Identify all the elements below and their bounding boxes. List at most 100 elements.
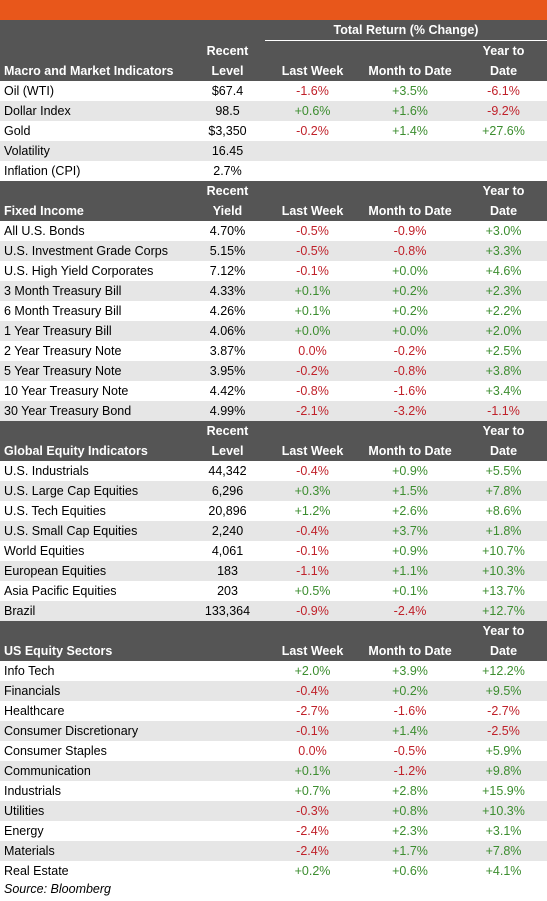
last-week-return: -0.4% xyxy=(265,521,360,541)
table-row: Real Estate +0.2% +0.6% +4.1% xyxy=(0,861,547,881)
level-label-top: Recent xyxy=(190,421,265,441)
year-to-date-return: +3.4% xyxy=(485,384,522,398)
year-to-date-return: +5.5% xyxy=(485,464,522,478)
last-week-return: +0.2% xyxy=(294,864,331,878)
year-to-date-return: -9.2% xyxy=(460,101,547,121)
section-header-row: Recent Year to xyxy=(0,40,547,61)
month-to-date-return: -1.6% xyxy=(393,704,427,718)
year-to-date-return xyxy=(460,141,547,161)
month-to-date-return: -0.2% xyxy=(393,344,427,358)
year-to-date-return: +10.3% xyxy=(460,801,547,821)
last-week-return: -0.1% xyxy=(296,544,329,558)
year-to-date-return: +27.6% xyxy=(482,124,525,138)
ytd-label-bottom: Date xyxy=(460,641,547,661)
table-row: Consumer Discretionary -0.1% +1.4% -2.5% xyxy=(0,721,547,741)
recent-value xyxy=(190,741,265,761)
indicator-name: Inflation (CPI) xyxy=(4,164,81,178)
section-header-row: Total Return (% Change) xyxy=(0,20,547,41)
indicator-name: Real Estate xyxy=(4,864,69,878)
last-week-return: -2.1% xyxy=(265,401,360,421)
month-to-date-return: -0.5% xyxy=(393,744,427,758)
last-week-return: -2.4% xyxy=(265,841,360,861)
indicator-name: Oil (WTI) xyxy=(4,84,54,98)
indicator-name: Healthcare xyxy=(4,704,65,718)
last-week-return: +0.5% xyxy=(294,584,331,598)
col-last-week: Last Week xyxy=(265,641,360,661)
level-label-top: Recent xyxy=(190,40,265,61)
indicator-name: Industrials xyxy=(4,784,61,798)
section-header-row: Recent Year to xyxy=(0,181,547,201)
indicator-name: Utilities xyxy=(0,801,190,821)
month-to-date-return: +1.4% xyxy=(392,124,428,138)
indicator-name: Consumer Staples xyxy=(4,744,107,758)
indicator-name: Communication xyxy=(0,761,190,781)
last-week-spacer xyxy=(265,421,360,441)
table-row: Volatility 16.45 xyxy=(0,141,547,161)
indicator-name: U.S. High Yield Corporates xyxy=(4,264,154,278)
section-header-spacer xyxy=(0,20,190,41)
recent-value: 203 xyxy=(217,584,238,598)
table-row: Brazil 133,364 -0.9% -2.4% +12.7% xyxy=(0,601,547,621)
recent-value xyxy=(190,821,265,841)
year-to-date-return: +12.2% xyxy=(482,664,525,678)
year-to-date-return: -6.1% xyxy=(487,84,520,98)
recent-value xyxy=(190,761,265,781)
year-to-date-return: +7.8% xyxy=(460,841,547,861)
section-column-headers: Global Equity Indicators Level Last Week Mo… xyxy=(0,441,547,461)
year-to-date-return: +10.3% xyxy=(460,561,547,581)
indicator-name: U.S. Small Cap Equities xyxy=(0,521,190,541)
level-label-spacer xyxy=(190,20,265,41)
year-to-date-return: +9.5% xyxy=(460,681,547,701)
section-header-spacer xyxy=(0,421,190,441)
month-to-date-return: +0.2% xyxy=(360,281,460,301)
table-row: 30 Year Treasury Bond 4.99% -2.1% -3.2% -1.1… xyxy=(0,401,547,421)
col-last-week: Last Week xyxy=(265,201,360,221)
section-header-row: Year to xyxy=(0,621,547,641)
month-to-date-return: +0.0% xyxy=(392,264,428,278)
year-to-date-return: +4.6% xyxy=(485,264,522,278)
month-to-date-return: +1.6% xyxy=(360,101,460,121)
recent-value: 98.5 xyxy=(190,101,265,121)
indicator-name: All U.S. Bonds xyxy=(4,224,85,238)
source-note: Source: Bloomberg xyxy=(4,882,112,896)
month-to-date-return: +2.6% xyxy=(392,504,428,518)
indicator-name: World Equities xyxy=(4,544,85,558)
recent-value: 4.33% xyxy=(190,281,265,301)
last-week-spacer xyxy=(265,621,360,641)
level-label-bottom xyxy=(190,641,265,661)
table-row: U.S. Tech Equities 20,896 +1.2% +2.6% +8.6% xyxy=(0,501,547,521)
indicator-name: U.S. Large Cap Equities xyxy=(0,481,190,501)
year-to-date-return: +3.1% xyxy=(485,824,522,838)
indicator-name: 6 Month Treasury Bill xyxy=(4,304,122,318)
table-row: Info Tech +2.0% +3.9% +12.2% xyxy=(0,661,547,681)
section-header-spacer xyxy=(0,40,190,61)
table-row: U.S. Small Cap Equities 2,240 -0.4% +3.7% +1… xyxy=(0,521,547,541)
year-to-date-return: +2.3% xyxy=(460,281,547,301)
last-week-return: 0.0% xyxy=(298,344,327,358)
table-row: Consumer Staples 0.0% -0.5% +5.9% xyxy=(0,741,547,761)
indicator-name: European Equities xyxy=(0,561,190,581)
table-row: World Equities 4,061 -0.1% +0.9% +10.7% xyxy=(0,541,547,561)
ytd-label-top: Year to xyxy=(460,421,547,441)
section-header-row: Recent Year to xyxy=(0,421,547,441)
last-week-return: +1.2% xyxy=(294,504,331,518)
level-label-bottom: Level xyxy=(190,61,265,81)
year-to-date-return: +10.7% xyxy=(482,544,525,558)
last-week-return: -0.8% xyxy=(296,384,329,398)
last-week-return: +0.0% xyxy=(265,321,360,341)
recent-value xyxy=(190,801,265,821)
indicator-name: U.S. Tech Equities xyxy=(4,504,106,518)
indicator-name: Volatility xyxy=(0,141,190,161)
year-to-date-return: -2.7% xyxy=(487,704,520,718)
year-to-date-return: +1.8% xyxy=(460,521,547,541)
year-to-date-return: +7.8% xyxy=(460,481,547,501)
recent-value: 3.95% xyxy=(190,361,265,381)
recent-value: 4.42% xyxy=(209,384,246,398)
table-row: U.S. Industrials 44,342 -0.4% +0.9% +5.5% xyxy=(0,461,547,481)
month-to-date-return: +1.4% xyxy=(360,721,460,741)
year-to-date-return: +3.3% xyxy=(460,241,547,261)
section-column-headers: US Equity Sectors Last Week Month to Date D… xyxy=(0,641,547,661)
year-to-date-return: +9.8% xyxy=(460,761,547,781)
recent-value: 4.26% xyxy=(209,304,246,318)
month-to-date-return: +2.3% xyxy=(392,824,428,838)
